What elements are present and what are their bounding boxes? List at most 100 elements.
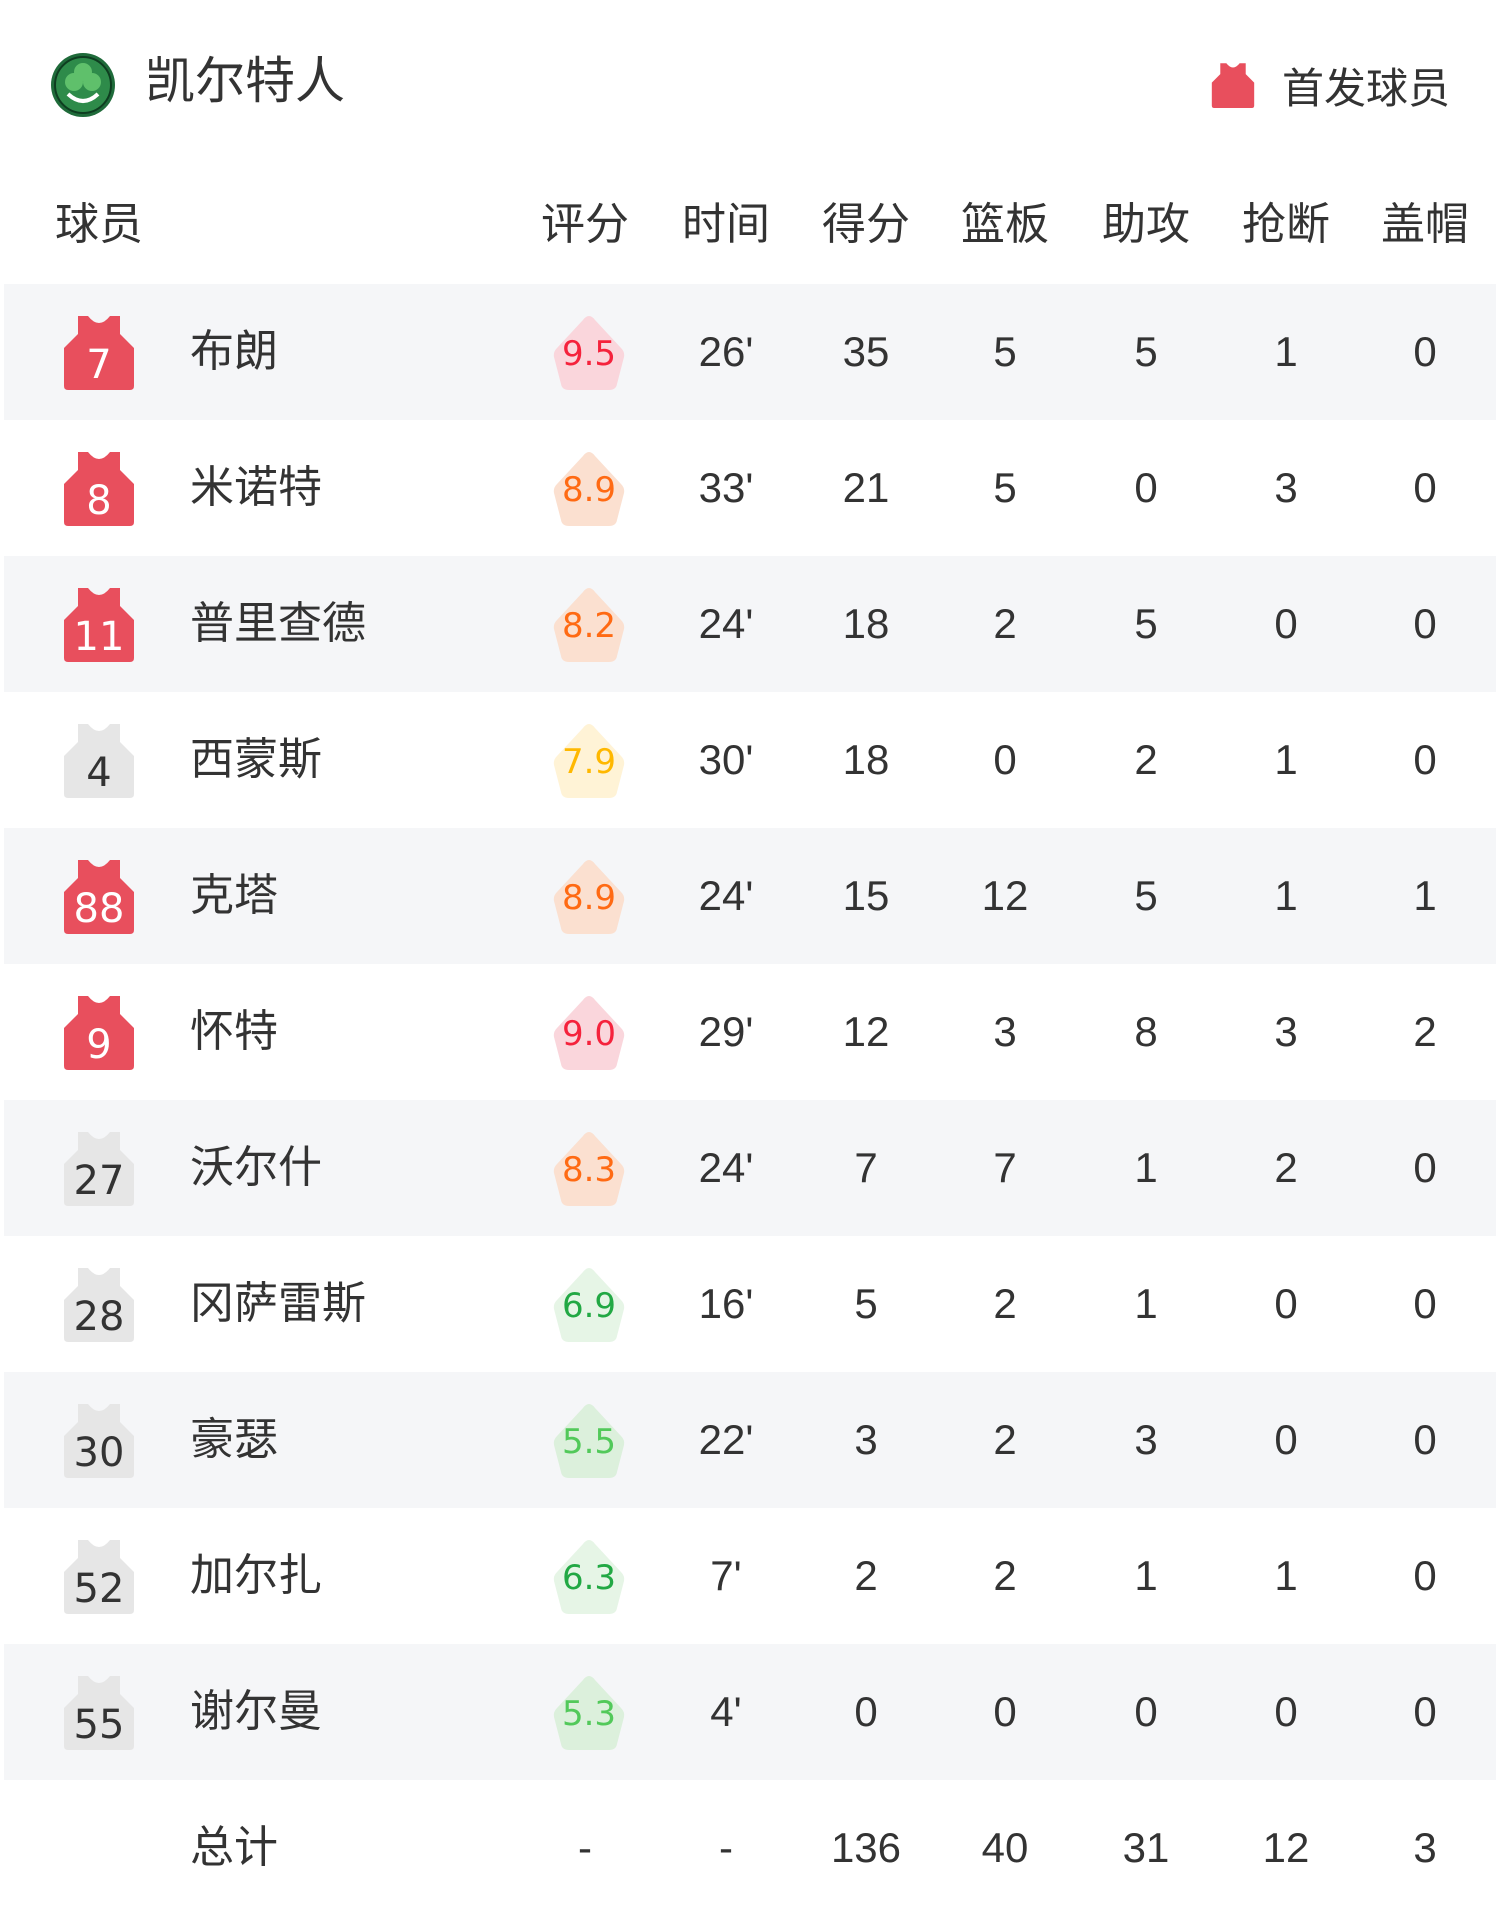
- stat-minutes: 24': [698, 1144, 754, 1191]
- stat-steals: 0: [1274, 1280, 1298, 1327]
- player-row[interactable]: 52 加尔扎 6.3 7' 2 2 1 1 0: [4, 1508, 1496, 1644]
- player-name[interactable]: 米诺特: [190, 462, 322, 513]
- rating-badge: 8.3: [549, 1128, 629, 1208]
- jersey-icon: 30: [64, 1402, 134, 1478]
- rating-badge: 6.9: [549, 1264, 629, 1344]
- player-row[interactable]: 9 怀特 9.0 29' 12 3 8 3 2: [4, 964, 1496, 1100]
- jersey-number: 88: [73, 886, 125, 932]
- stat-minutes: 29': [698, 1008, 754, 1055]
- totals-row: 总计 - - 136 40 31 12 3: [4, 1780, 1496, 1916]
- stat-rebounds: 2: [993, 600, 1017, 647]
- rating-value: 6.9: [561, 1286, 617, 1326]
- stat-blocks: 0: [1413, 736, 1437, 783]
- player-name[interactable]: 怀特: [190, 1006, 278, 1057]
- stat-rebounds: 2: [993, 1280, 1017, 1327]
- totals-rebounds: 40: [981, 1824, 1029, 1871]
- stat-points: 0: [854, 1688, 878, 1735]
- stat-assists: 1: [1134, 1144, 1158, 1191]
- stat-points: 3: [854, 1416, 878, 1463]
- jersey-number: 8: [86, 478, 112, 524]
- player-name[interactable]: 布朗: [190, 326, 278, 377]
- stat-blocks: 0: [1413, 464, 1437, 511]
- totals-points: 136: [830, 1824, 902, 1871]
- stat-rebounds: 5: [993, 464, 1017, 511]
- stat-steals: 1: [1274, 736, 1298, 783]
- rating-value: 6.3: [561, 1558, 617, 1598]
- stat-points: 12: [842, 1008, 890, 1055]
- player-name[interactable]: 克塔: [190, 870, 278, 921]
- player-name[interactable]: 普里查德: [190, 598, 366, 649]
- stat-minutes: 33': [698, 464, 754, 511]
- stat-steals: 0: [1274, 600, 1298, 647]
- jersey-icon: 55: [64, 1674, 134, 1750]
- stat-points: 7: [854, 1144, 878, 1191]
- rating-value: 9.0: [561, 1014, 617, 1054]
- col-steals: 抢断: [1242, 199, 1330, 250]
- jersey-icon: 7: [64, 314, 134, 390]
- stat-steals: 3: [1274, 1008, 1298, 1055]
- player-row[interactable]: 28 冈萨雷斯 6.9 16' 5 2 1 0 0: [4, 1236, 1496, 1372]
- stat-assists: 8: [1134, 1008, 1158, 1055]
- stat-rebounds: 5: [993, 328, 1017, 375]
- stat-steals: 1: [1274, 328, 1298, 375]
- player-row[interactable]: 30 豪瑟 5.5 22' 3 2 3 0 0: [4, 1372, 1496, 1508]
- jersey-icon: 88: [64, 858, 134, 934]
- col-rebounds: 篮板: [961, 199, 1049, 250]
- jersey-number: 55: [73, 1702, 125, 1748]
- stat-rebounds: 0: [993, 736, 1017, 783]
- player-row[interactable]: 88 克塔 8.9 24' 15 12 5 1 1: [4, 828, 1496, 964]
- col-points: 得分: [822, 199, 910, 250]
- player-row[interactable]: 11 普里查德 8.2 24' 18 2 5 0 0: [4, 556, 1496, 692]
- stat-points: 35: [842, 328, 890, 375]
- player-row[interactable]: 8 米诺特 8.9 33' 21 5 0 3 0: [4, 420, 1496, 556]
- stat-assists: 2: [1134, 736, 1158, 783]
- stat-rebounds: 2: [993, 1552, 1017, 1599]
- stat-minutes: 22': [698, 1416, 754, 1463]
- col-blocks: 盖帽: [1381, 199, 1469, 250]
- stat-rebounds: 0: [993, 1688, 1017, 1735]
- stat-blocks: 0: [1413, 328, 1437, 375]
- player-name[interactable]: 谢尔曼: [190, 1686, 322, 1737]
- totals-assists: 31: [1122, 1824, 1170, 1871]
- player-name[interactable]: 西蒙斯: [190, 734, 322, 785]
- jersey-number: 11: [73, 614, 125, 660]
- stat-minutes: 16': [698, 1280, 754, 1327]
- rating-value: 8.9: [561, 470, 617, 510]
- jersey-icon: 27: [64, 1130, 134, 1206]
- stat-assists: 1: [1134, 1552, 1158, 1599]
- col-player: 球员: [55, 199, 143, 250]
- player-name[interactable]: 沃尔什: [190, 1142, 322, 1193]
- stat-steals: 0: [1274, 1416, 1298, 1463]
- col-rating: 评分: [541, 199, 629, 250]
- player-row[interactable]: 27 沃尔什 8.3 24' 7 7 1 2 0: [4, 1100, 1496, 1236]
- rating-badge: 5.5: [549, 1400, 629, 1480]
- stat-blocks: 0: [1413, 1552, 1437, 1599]
- jersey-number: 9: [86, 1022, 112, 1068]
- stat-assists: 0: [1134, 1688, 1158, 1735]
- stat-blocks: 0: [1413, 600, 1437, 647]
- player-name[interactable]: 加尔扎: [190, 1550, 322, 1601]
- jersey-icon: 4: [64, 722, 134, 798]
- stat-blocks: 0: [1413, 1144, 1437, 1191]
- jersey-icon: 9: [64, 994, 134, 1070]
- column-headers: 球员 评分 时间 得分 篮板 助攻 抢断 盖帽: [0, 190, 1500, 260]
- player-row[interactable]: 4 西蒙斯 7.9 30' 18 0 2 1 0: [4, 692, 1496, 828]
- player-row[interactable]: 55 谢尔曼 5.3 4' 0 0 0 0 0: [4, 1644, 1496, 1780]
- rating-badge: 8.9: [549, 448, 629, 528]
- stat-points: 21: [842, 464, 890, 511]
- stat-blocks: 0: [1413, 1280, 1437, 1327]
- player-row[interactable]: 7 布朗 9.5 26' 35 5 5 1 0: [4, 284, 1496, 420]
- player-name[interactable]: 豪瑟: [190, 1414, 278, 1465]
- rating-badge: 9.5: [549, 312, 629, 392]
- stat-blocks: 1: [1413, 872, 1437, 919]
- stat-assists: 5: [1134, 872, 1158, 919]
- player-name[interactable]: 冈萨雷斯: [190, 1278, 366, 1329]
- stat-steals: 2: [1274, 1144, 1298, 1191]
- rating-value: 8.2: [561, 606, 617, 646]
- team-name: 凯尔特人: [145, 52, 345, 110]
- rating-value: 9.5: [561, 334, 617, 374]
- celtics-logo: [51, 53, 115, 117]
- jersey-icon: 52: [64, 1538, 134, 1614]
- rating-badge: 8.2: [549, 584, 629, 664]
- col-assists: 助攻: [1102, 199, 1190, 250]
